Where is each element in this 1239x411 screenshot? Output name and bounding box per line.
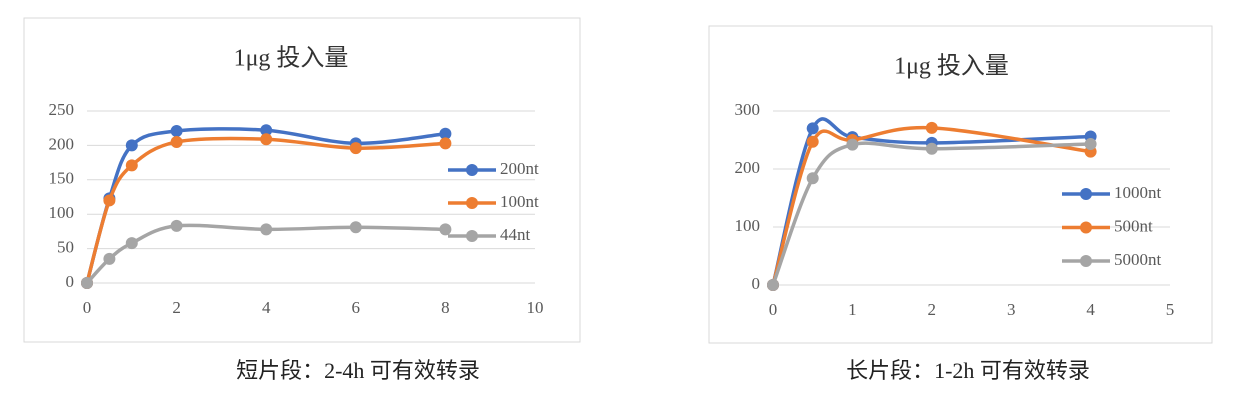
legend-label: 200nt	[500, 159, 539, 178]
x-tick-label: 6	[352, 298, 361, 317]
y-tick-label: 200	[49, 134, 75, 153]
caption: 短片段：2-4h 可有效转录	[236, 358, 480, 383]
legend-marker	[1080, 221, 1092, 234]
data-point	[767, 279, 779, 291]
x-tick-label: 2	[928, 300, 937, 319]
y-tick-label: 0	[752, 274, 761, 293]
data-point	[439, 127, 452, 140]
data-point	[260, 133, 273, 146]
y-tick-label: 150	[49, 169, 75, 188]
data-point	[125, 139, 138, 152]
x-tick-label: 3	[1007, 300, 1016, 319]
data-point	[170, 219, 183, 232]
y-tick-label: 200	[735, 158, 761, 177]
data-point	[925, 121, 938, 134]
data-point	[439, 137, 452, 150]
x-tick-label: 8	[441, 298, 450, 317]
data-point	[170, 135, 183, 148]
data-point	[125, 159, 138, 172]
y-tick-label: 50	[57, 238, 74, 257]
y-tick-label: 100	[735, 216, 761, 235]
y-tick-label: 100	[49, 203, 75, 222]
y-tick-label: 300	[735, 100, 761, 119]
legend-label: 500nt	[1114, 216, 1153, 235]
data-point	[260, 223, 273, 236]
x-tick-label: 2	[172, 298, 181, 317]
chart-title: 1μg 投入量	[894, 53, 1009, 80]
legend-marker	[466, 230, 478, 242]
chart-frame	[708, 25, 1213, 344]
y-tick-label: 250	[49, 100, 75, 119]
x-tick-label: 4	[262, 298, 271, 317]
x-tick-label: 5	[1166, 300, 1175, 319]
legend-marker	[466, 197, 478, 209]
data-point	[103, 252, 116, 265]
chart-title: 1μg 投入量	[234, 45, 349, 72]
x-tick-label: 4	[1086, 300, 1095, 319]
series-line	[771, 141, 1091, 286]
legend-label: 1000nt	[1114, 183, 1162, 202]
data-point	[81, 277, 93, 289]
legend-label: 100nt	[500, 192, 539, 211]
data-point	[125, 237, 138, 250]
legend-label: 44nt	[500, 225, 531, 244]
data-point	[1084, 138, 1097, 151]
data-point	[439, 223, 452, 236]
caption: 长片段：1-2h 可有效转录	[846, 358, 1090, 383]
x-tick-label: 0	[83, 298, 92, 317]
data-point	[806, 122, 819, 135]
data-point	[103, 194, 116, 207]
x-tick-label: 1	[848, 300, 857, 319]
data-point	[925, 142, 938, 155]
data-point	[806, 135, 819, 148]
data-point	[349, 142, 362, 155]
y-tick-label: 0	[66, 272, 75, 291]
legend-marker	[1080, 188, 1092, 200]
data-point	[349, 221, 362, 234]
data-point	[260, 124, 273, 137]
x-tick-label: 10	[527, 298, 544, 317]
legend-marker	[1080, 255, 1092, 267]
data-point	[806, 172, 819, 185]
data-point	[846, 138, 859, 151]
legend-label: 5000nt	[1114, 250, 1162, 269]
x-tick-label: 0	[769, 300, 778, 319]
legend-marker	[466, 164, 478, 176]
data-point	[170, 124, 183, 137]
